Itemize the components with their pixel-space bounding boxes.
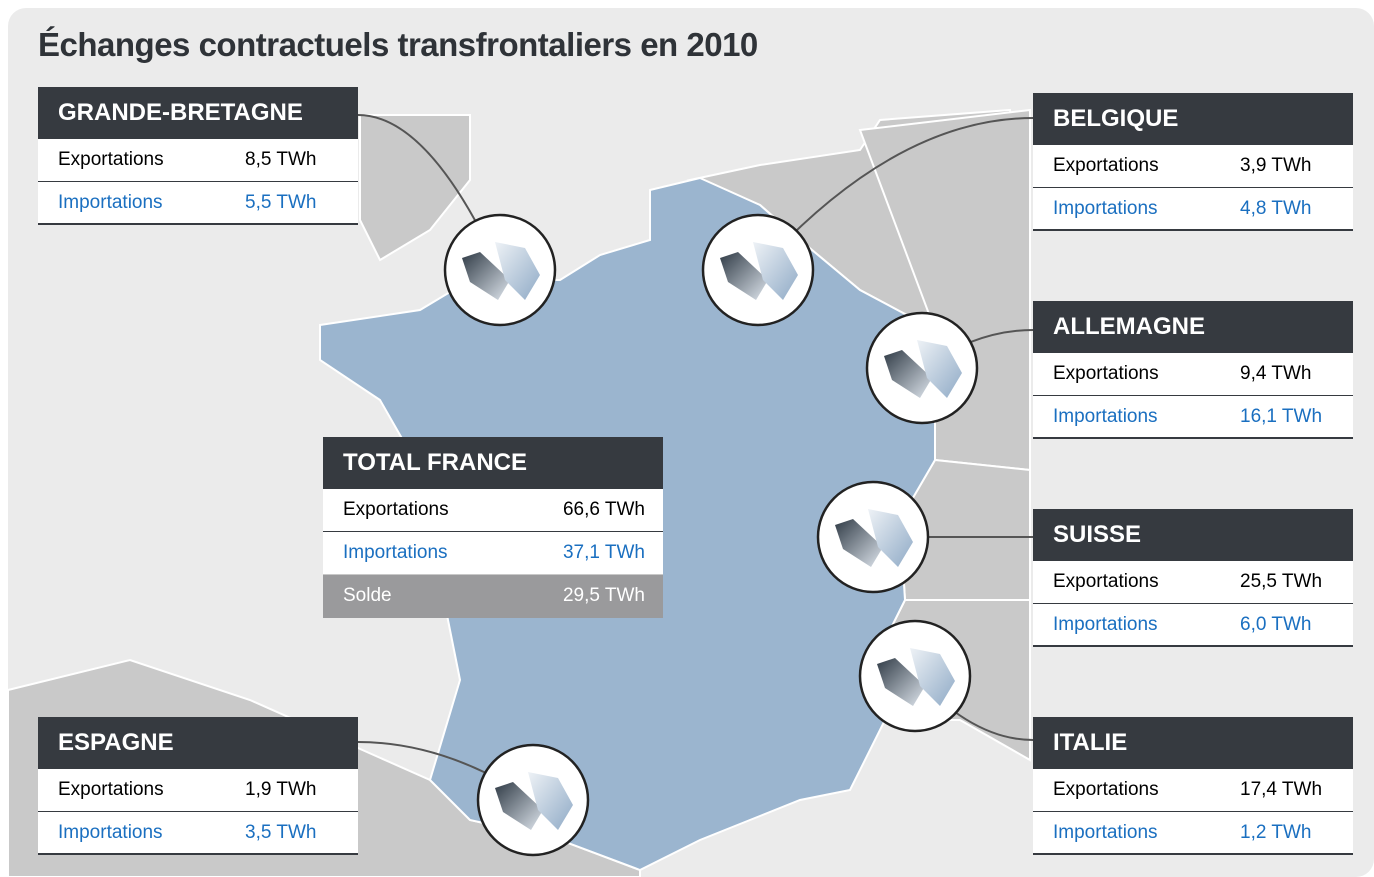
row-label: Exportations xyxy=(343,499,449,520)
row-label: Solde xyxy=(343,585,392,606)
row-value: 5,5 TWh xyxy=(245,192,317,213)
exchange-box: ITALIE Exportations 17,4 TWh Importations 1,… xyxy=(1033,717,1353,855)
row-label: Exportations xyxy=(1053,363,1159,384)
exchange-box: ALLEMAGNE Exportations 9,4 TWh Importations… xyxy=(1033,301,1353,439)
box-header: ESPAGNE xyxy=(38,717,358,769)
exchange-box: ESPAGNE Exportations 1,9 TWh Importations 3,… xyxy=(38,717,358,855)
row-value: 4,8 TWh xyxy=(1240,198,1312,219)
row-value: 8,5 TWh xyxy=(245,149,317,170)
row-value: 17,4 TWh xyxy=(1240,779,1323,800)
arrow-import xyxy=(528,772,573,830)
box-row: Exportations 17,4 TWh xyxy=(1033,769,1353,812)
exchange-icon xyxy=(701,213,815,327)
arrow-export xyxy=(720,252,768,300)
exchange-icon xyxy=(443,213,557,327)
row-label: Exportations xyxy=(1053,779,1159,800)
box-row: Exportations 25,5 TWh xyxy=(1033,561,1353,604)
box-row: Exportations 66,6 TWh xyxy=(323,489,663,532)
row-label: Exportations xyxy=(58,779,164,800)
arrow-import xyxy=(753,242,798,300)
icon-circle xyxy=(701,213,815,327)
arrow-export xyxy=(495,782,543,830)
row-value: 1,2 TWh xyxy=(1240,822,1312,843)
row-value: 16,1 TWh xyxy=(1240,406,1323,427)
box-header: ITALIE xyxy=(1033,717,1353,769)
arrow-export xyxy=(462,252,510,300)
title: Échanges contractuels transfrontaliers e… xyxy=(38,26,758,63)
row-label: Importations xyxy=(58,192,163,213)
box-header: SUISSE xyxy=(1033,509,1353,561)
exchange-box: BELGIQUE Exportations 3,9 TWh Importations 4… xyxy=(1033,93,1353,231)
icon-circle xyxy=(816,480,930,594)
box-row: Importations 1,2 TWh xyxy=(1033,812,1353,855)
row-label: Importations xyxy=(343,542,448,563)
row-value: 3,5 TWh xyxy=(245,822,317,843)
row-label: Importations xyxy=(1053,198,1158,219)
box-row: Importations 16,1 TWh xyxy=(1033,396,1353,439)
row-label: Importations xyxy=(1053,406,1158,427)
box-row: Exportations 8,5 TWh xyxy=(38,139,358,182)
row-value: 66,6 TWh xyxy=(562,499,645,520)
box-row: Importations 3,5 TWh xyxy=(38,812,358,855)
box-row: Exportations 9,4 TWh xyxy=(1033,353,1353,396)
row-value: 37,1 TWh xyxy=(562,542,645,563)
row-label: Importations xyxy=(58,822,163,843)
row-label: Importations xyxy=(1053,614,1158,635)
exchange-icon xyxy=(816,480,930,594)
box-row: Importations 6,0 TWh xyxy=(1033,604,1353,647)
box-header: TOTAL FRANCE xyxy=(323,437,663,489)
icon-circle xyxy=(865,311,979,425)
row-value: 3,9 TWh xyxy=(1240,155,1312,176)
exchange-icon xyxy=(476,743,590,857)
row-label: Exportations xyxy=(1053,571,1159,592)
box-row: Importations 4,8 TWh xyxy=(1033,188,1353,231)
row-label: Importations xyxy=(1053,822,1158,843)
row-value: 25,5 TWh xyxy=(1240,571,1323,592)
arrow-export xyxy=(877,658,925,706)
icon-circle xyxy=(858,619,972,733)
box-row: Importations 37,1 TWh xyxy=(323,532,663,575)
row-value: 9,4 TWh xyxy=(1240,363,1312,384)
exchange-box: SUISSE Exportations 25,5 TWh Importations 6,… xyxy=(1033,509,1353,647)
exchange-icon xyxy=(858,619,972,733)
exchange-box: TOTAL FRANCE Exportations 66,6 TWh Importat… xyxy=(323,437,663,618)
box-header: BELGIQUE xyxy=(1033,93,1353,145)
icon-circle xyxy=(443,213,557,327)
icon-circle xyxy=(476,743,590,857)
box-row: Exportations 1,9 TWh xyxy=(38,769,358,812)
exchange-icon xyxy=(865,311,979,425)
box-row: Importations 5,5 TWh xyxy=(38,182,358,225)
row-value: 1,9 TWh xyxy=(245,779,317,800)
arrow-import xyxy=(868,509,913,567)
row-value: 29,5 TWh xyxy=(562,585,645,606)
row-label: Exportations xyxy=(1053,155,1159,176)
box-header: ALLEMAGNE xyxy=(1033,301,1353,353)
arrow-import xyxy=(917,340,962,398)
box-row: Exportations 3,9 TWh xyxy=(1033,145,1353,188)
arrow-import xyxy=(910,648,955,706)
exchange-box: GRANDE-BRETAGNE Exportations 8,5 TWh Import… xyxy=(38,87,358,225)
row-value: 6,0 TWh xyxy=(1240,614,1312,635)
arrow-import xyxy=(495,242,540,300)
row-label: Exportations xyxy=(58,149,164,170)
box-row: Solde 29,5 TWh xyxy=(323,575,663,618)
arrow-export xyxy=(835,519,883,567)
box-header: GRANDE-BRETAGNE xyxy=(38,87,358,139)
arrow-export xyxy=(884,350,932,398)
